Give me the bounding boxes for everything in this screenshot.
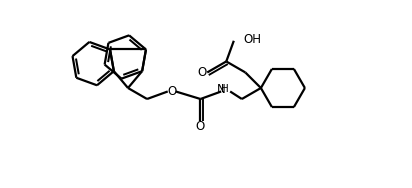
Text: O: O [196,121,205,133]
Text: O: O [198,66,207,79]
Text: OH: OH [244,33,262,46]
Text: O: O [167,85,176,98]
Text: H: H [221,84,229,95]
Text: N: N [217,83,225,96]
